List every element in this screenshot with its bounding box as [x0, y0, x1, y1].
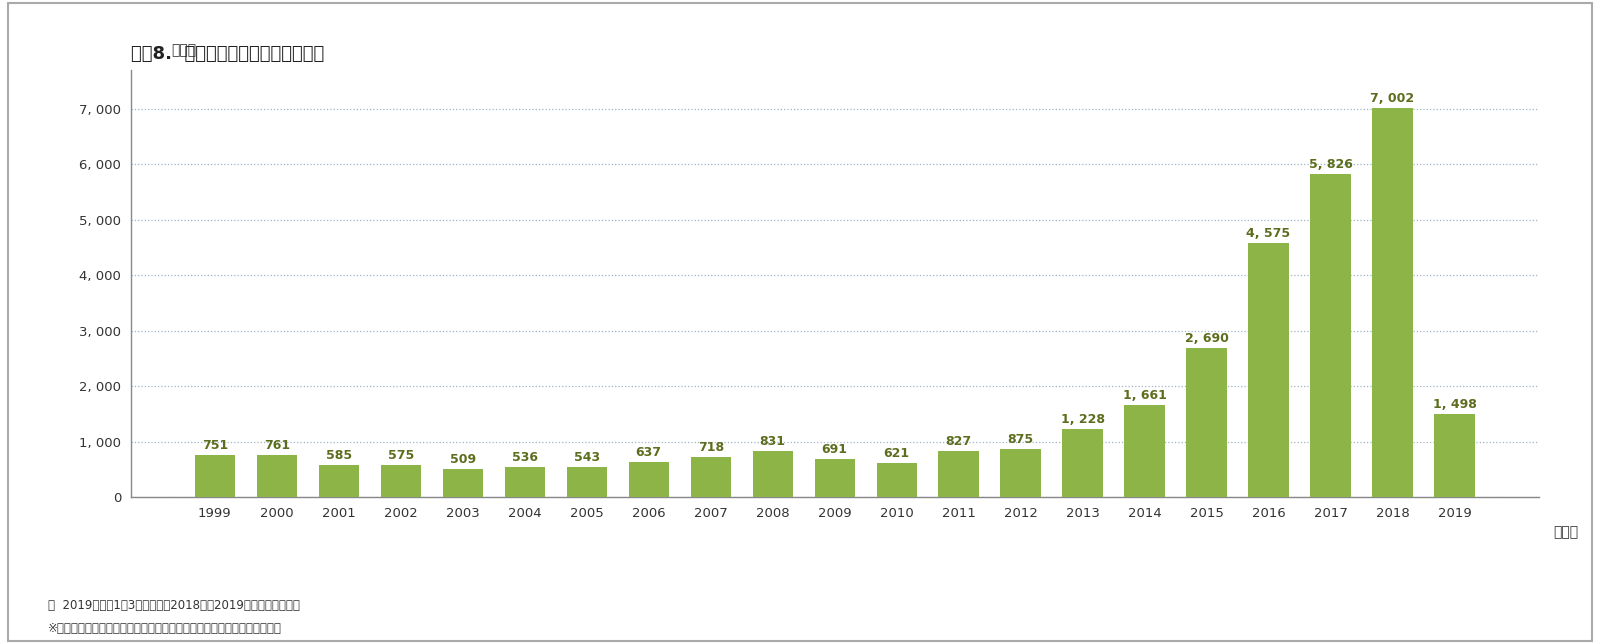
Bar — [1310, 174, 1350, 497]
Bar — [1000, 449, 1040, 497]
Text: 575: 575 — [387, 450, 414, 462]
Text: 875: 875 — [1008, 433, 1034, 446]
Bar — [195, 455, 235, 497]
Bar — [752, 451, 794, 497]
Bar — [381, 465, 421, 497]
Bar — [877, 463, 917, 497]
Text: 543: 543 — [574, 451, 600, 464]
Text: 509: 509 — [450, 453, 475, 466]
Bar — [814, 459, 854, 497]
Bar — [1434, 414, 1475, 497]
Text: 1, 228: 1, 228 — [1061, 413, 1104, 426]
Text: 536: 536 — [512, 451, 538, 464]
Text: （人）: （人） — [171, 43, 197, 57]
Text: 2, 690: 2, 690 — [1184, 332, 1229, 345]
Text: ＊  2019年は、1〜3月の合計。2018年、2019年は速報ベース。: ＊ 2019年は、1〜3月の合計。2018年、2019年は速報ベース。 — [48, 598, 299, 612]
Bar — [1373, 108, 1413, 497]
Text: 621: 621 — [883, 447, 910, 460]
Text: 7, 002: 7, 002 — [1371, 92, 1414, 106]
Bar — [443, 469, 483, 497]
Text: ※「発生動向調査年別報告数」（国立感染症研究所）をもとに、筆者作成: ※「発生動向調査年別報告数」（国立感染症研究所）をもとに、筆者作成 — [48, 622, 282, 636]
Bar — [1125, 405, 1165, 497]
Text: 751: 751 — [202, 439, 227, 453]
Text: 827: 827 — [946, 435, 971, 448]
Text: 1, 498: 1, 498 — [1432, 398, 1477, 411]
Text: 図表8.  日本の梅毒患者報告数の推移: 図表8. 日本の梅毒患者報告数の推移 — [131, 44, 323, 62]
Text: 5, 826: 5, 826 — [1309, 158, 1352, 171]
Text: 1, 661: 1, 661 — [1123, 389, 1166, 402]
Bar — [504, 468, 546, 497]
Bar — [629, 462, 669, 497]
Text: 691: 691 — [822, 443, 848, 456]
Bar — [1248, 243, 1288, 497]
Bar — [566, 467, 606, 497]
Text: （年）: （年） — [1554, 525, 1579, 539]
Bar — [1062, 429, 1102, 497]
Text: 4, 575: 4, 575 — [1246, 227, 1291, 240]
Text: 831: 831 — [760, 435, 786, 448]
Text: 637: 637 — [635, 446, 662, 459]
Bar — [939, 451, 979, 497]
Bar — [256, 455, 298, 497]
Text: 718: 718 — [698, 441, 723, 454]
Bar — [1187, 348, 1227, 497]
Text: 585: 585 — [326, 449, 352, 462]
Bar — [318, 465, 358, 497]
Bar — [691, 457, 731, 497]
Text: 761: 761 — [264, 439, 290, 452]
